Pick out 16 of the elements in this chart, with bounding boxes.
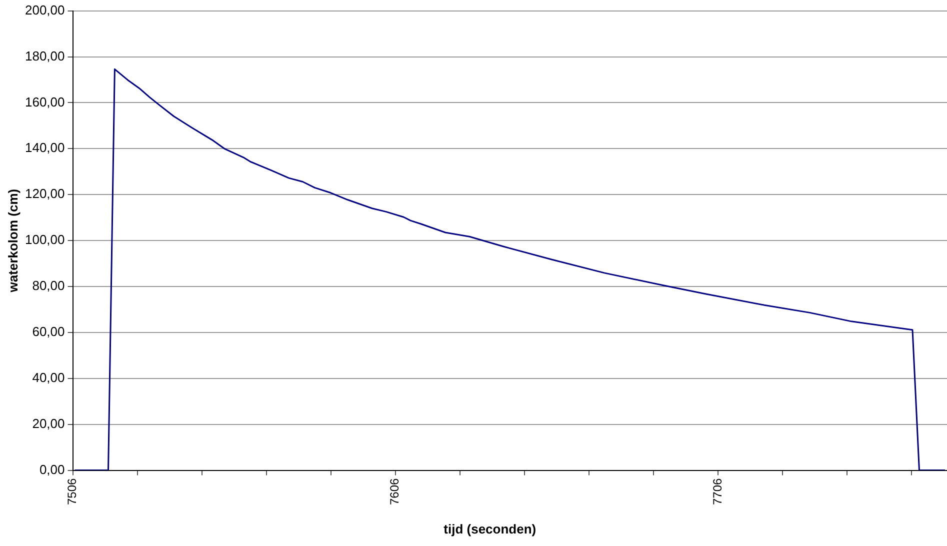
x-tick-label: 7506 — [65, 478, 80, 506]
y-tick-label: 0,00 — [39, 462, 65, 477]
y-tick-label: 140,00 — [24, 140, 65, 156]
y-tick-label: 80,00 — [32, 278, 65, 294]
x-tick-label: 7706 — [710, 478, 724, 506]
y-axis-title: waterkolom (cm) — [6, 188, 21, 294]
y-tick-label: 180,00 — [24, 48, 65, 64]
y-tick-label: 120,00 — [24, 186, 65, 202]
x-axis-title: tijd (seconden) — [444, 522, 536, 537]
x-tick-label: 7606 — [388, 478, 402, 506]
y-tick-label: 20,00 — [32, 416, 65, 431]
y-tick-label: 100,00 — [24, 232, 65, 248]
y-tick-label: 60,00 — [32, 324, 65, 340]
y-tick-label: 40,00 — [32, 370, 65, 385]
y-tick-label: 200,00 — [24, 2, 65, 18]
y-tick-label: 160,00 — [24, 94, 65, 110]
